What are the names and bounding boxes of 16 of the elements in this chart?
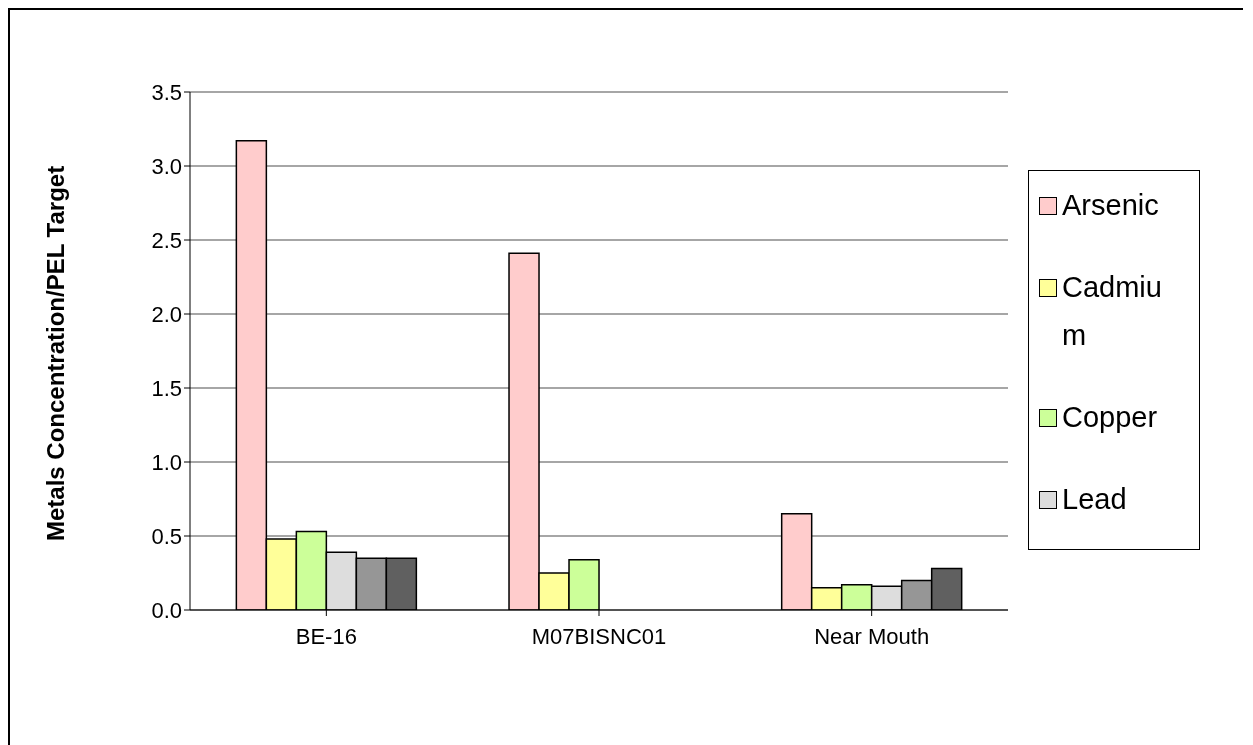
legend-label: Copper [1062,400,1159,435]
y-tick-label: 3.5 [151,79,182,105]
y-tick-label: 1.5 [151,375,182,401]
y-axis-title: Metals Concentration/PEL Target [41,165,69,541]
y-tick-label: 1.0 [151,449,182,475]
y-tick-label: 0.5 [151,523,182,549]
legend-label: Lead [1062,482,1128,517]
x-tick-label: BE-16 [295,623,357,649]
y-tick-label: 2.5 [151,227,182,253]
legend-label: Cadmium [1062,270,1163,353]
legend-label: Arsenic [1062,188,1160,223]
x-tick-label: M07BISNC01 [531,623,667,649]
x-tick-label: Near Mouth [814,623,930,649]
y-tick-label: 0.0 [151,597,182,623]
y-tick-label: 3.0 [151,153,182,179]
y-tick-label: 2.0 [151,301,182,327]
